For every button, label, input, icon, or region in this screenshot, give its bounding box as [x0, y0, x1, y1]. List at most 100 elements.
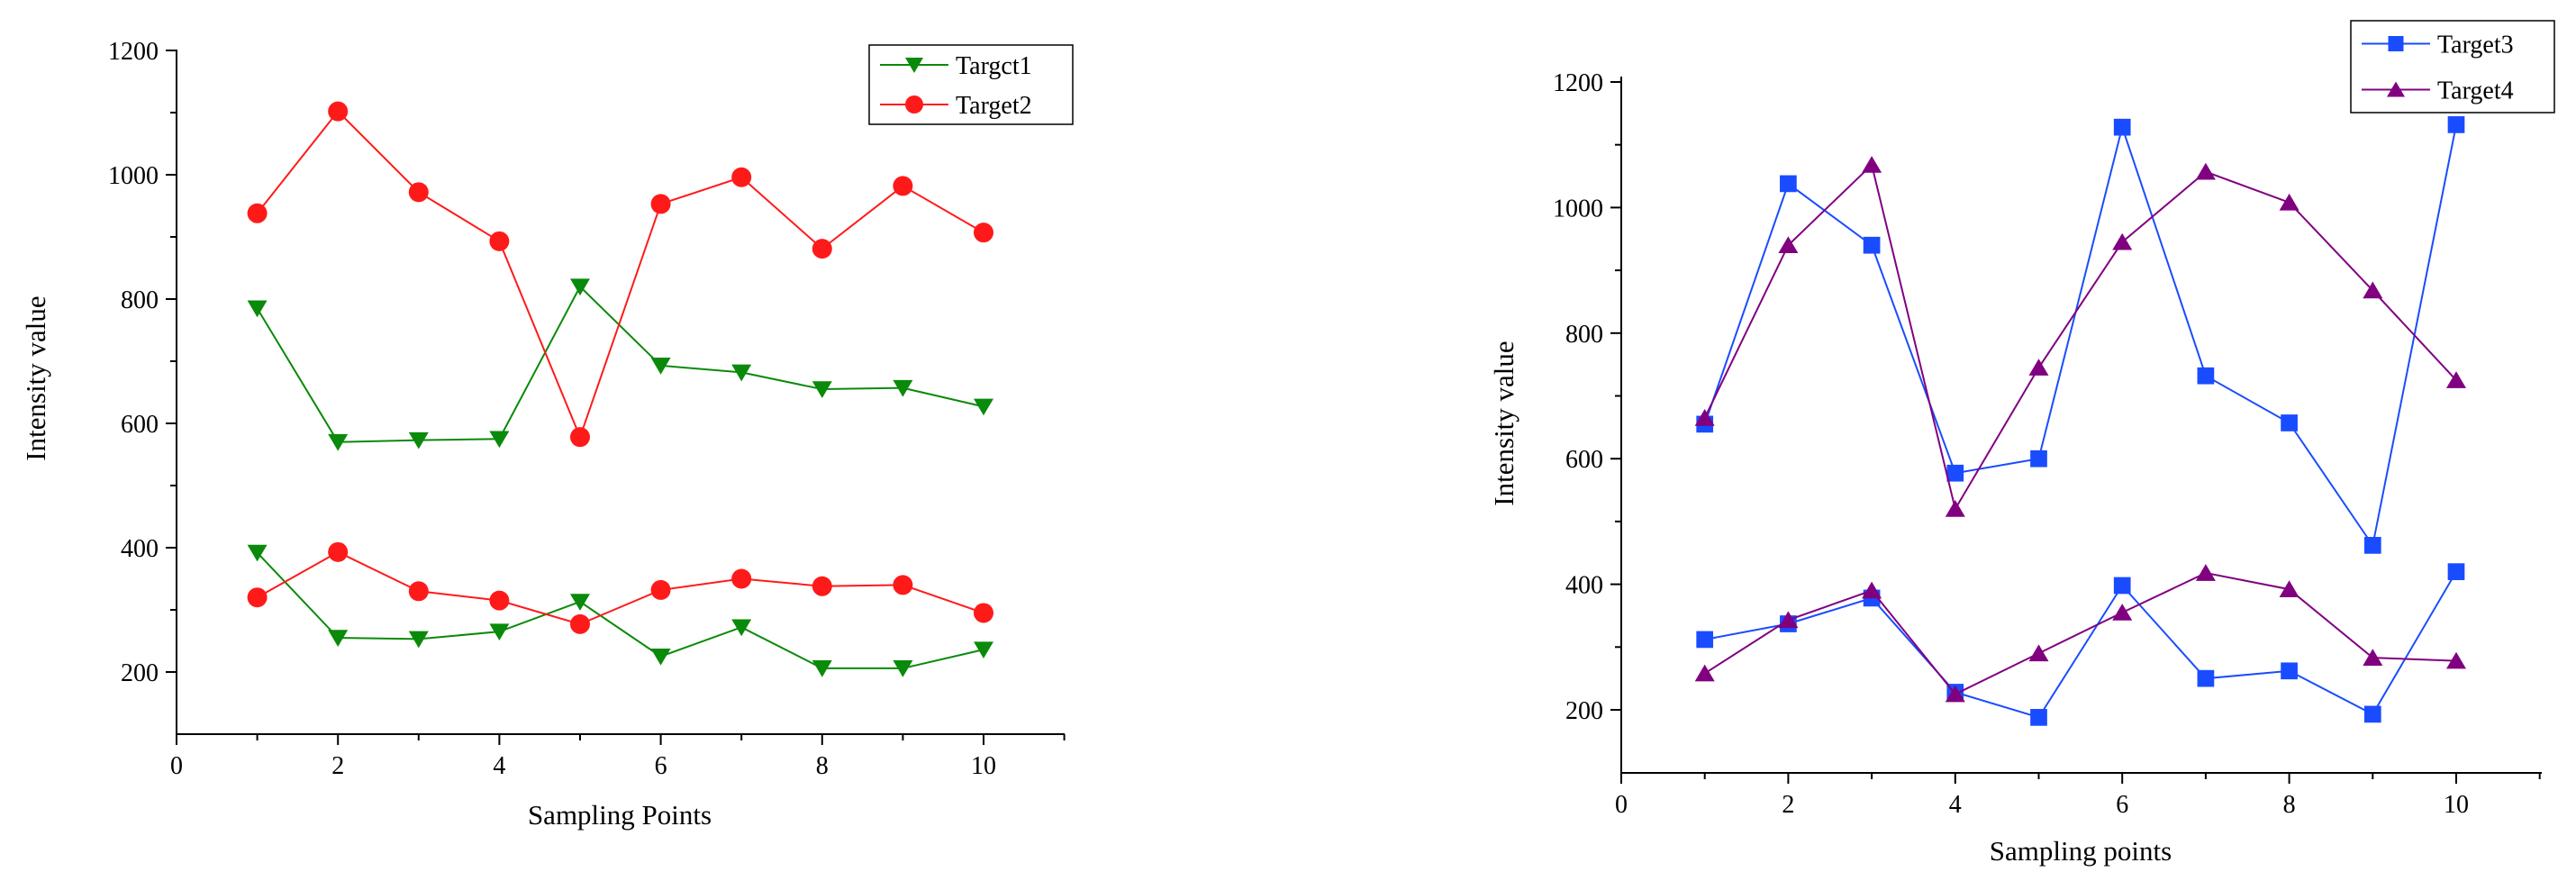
- data-point: [812, 239, 832, 259]
- data-point: [2028, 644, 2049, 662]
- data-point: [247, 300, 268, 318]
- data-point: [247, 587, 268, 608]
- data-point: [893, 660, 913, 677]
- data-point: [2195, 564, 2216, 581]
- left-chart-legend: Targct1 Target2: [868, 44, 1074, 125]
- data-point: [2030, 450, 2047, 468]
- series-line: [256, 551, 984, 669]
- x-tick-label: 2: [331, 752, 344, 780]
- data-point: [974, 222, 993, 243]
- y-tick-label: 1000: [108, 162, 159, 190]
- left-chart-x-axis-title: Sampling Points: [528, 799, 712, 831]
- data-point: [2446, 651, 2466, 669]
- y-tick-label: 400: [121, 535, 159, 563]
- data-point: [570, 278, 590, 296]
- x-tick-label: 6: [2116, 791, 2128, 819]
- data-point: [2195, 162, 2216, 180]
- x-tick-label: 4: [493, 752, 505, 780]
- data-point: [2113, 577, 2131, 595]
- data-point: [650, 648, 671, 666]
- y-tick-label: 800: [1565, 321, 1603, 349]
- data-point: [570, 427, 590, 448]
- data-point: [893, 575, 913, 595]
- series-target4-lower: [1694, 564, 2466, 703]
- data-point: [247, 203, 268, 223]
- data-point: [1862, 156, 1882, 173]
- data-point: [1945, 500, 1965, 517]
- data-point: [408, 431, 429, 450]
- data-point: [1778, 611, 1799, 629]
- data-point: [1694, 408, 1715, 426]
- data-point: [1946, 464, 1964, 482]
- data-point: [974, 641, 993, 659]
- data-point: [2028, 359, 2049, 376]
- series-target2-upper: [247, 101, 993, 448]
- data-point: [408, 631, 429, 649]
- legend-marker: [905, 95, 923, 114]
- right-chart-axes: 0 2 4 6 8 10 200 400 600 800 1000 1200: [1553, 69, 2542, 819]
- data-point: [2447, 116, 2465, 133]
- right-chart-y-axis-title: Intensity value: [1488, 341, 1519, 505]
- right-chart-legend: Target3 Target4: [2350, 20, 2555, 114]
- data-point: [812, 381, 832, 398]
- data-point: [328, 541, 349, 562]
- data-point: [1694, 664, 1715, 682]
- y-tick-label: 800: [121, 286, 159, 314]
- data-point: [2113, 118, 2131, 136]
- data-point: [650, 579, 671, 600]
- legend-marker: [905, 58, 923, 73]
- data-point: [2112, 232, 2133, 250]
- data-point: [1780, 175, 1797, 193]
- x-tick-label: 6: [655, 752, 667, 780]
- data-point: [408, 581, 429, 602]
- x-tick-label: 10: [971, 752, 996, 780]
- x-tick-label: 8: [2283, 791, 2296, 819]
- data-point: [974, 398, 993, 416]
- series-line: [1704, 571, 2457, 719]
- data-point: [328, 101, 349, 122]
- data-point: [2197, 669, 2215, 687]
- left-chart-y-axis-title: Intensity value: [20, 295, 51, 460]
- right-chart-x-axis-title: Sampling points: [1990, 835, 2172, 867]
- data-point: [247, 544, 268, 562]
- right-chart-series: [1694, 116, 2466, 726]
- data-point: [2281, 662, 2298, 680]
- data-point: [1862, 581, 1882, 599]
- data-point: [2363, 649, 2383, 666]
- series-targct1-lower: [247, 544, 993, 677]
- legend-label: Target2: [956, 92, 1032, 120]
- series-target2-lower: [247, 541, 993, 634]
- data-point: [328, 433, 349, 451]
- x-tick-label: 8: [816, 752, 829, 780]
- x-tick-label: 4: [1949, 791, 1962, 819]
- x-tick-label: 0: [1615, 791, 1628, 819]
- legend-box: [868, 44, 1074, 125]
- series-targct1-upper: [247, 278, 993, 451]
- y-tick-label: 1200: [108, 38, 159, 66]
- data-point: [2446, 371, 2466, 388]
- y-tick-label: 1000: [1553, 195, 1603, 222]
- data-point: [893, 176, 913, 196]
- y-tick-label: 600: [121, 411, 159, 439]
- y-tick-label: 600: [1565, 446, 1603, 474]
- x-tick-label: 2: [1782, 791, 1794, 819]
- x-tick-label: 10: [2444, 791, 2469, 819]
- legend-box: [2350, 20, 2555, 114]
- data-point: [489, 590, 510, 611]
- data-point: [2279, 193, 2299, 211]
- x-tick-label: 0: [170, 752, 183, 780]
- legend-label: Target4: [2437, 77, 2514, 105]
- data-point: [1945, 685, 1965, 703]
- y-tick-label: 1200: [1553, 69, 1603, 97]
- y-tick-label: 200: [121, 659, 159, 687]
- data-point: [1696, 631, 1714, 649]
- data-point: [2363, 537, 2381, 554]
- data-point: [2281, 414, 2298, 431]
- data-point: [2447, 563, 2465, 581]
- data-point: [489, 231, 510, 251]
- data-point: [812, 660, 832, 677]
- data-point: [731, 364, 752, 382]
- series-line: [1704, 572, 2457, 695]
